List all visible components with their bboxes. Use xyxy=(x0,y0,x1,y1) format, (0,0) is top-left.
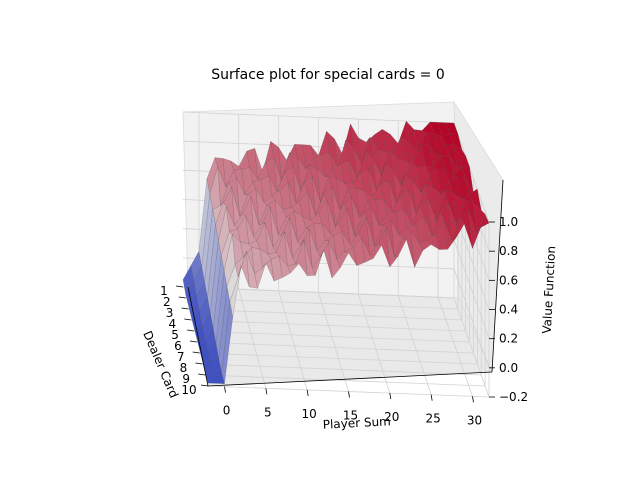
z-axis-label: Value Function xyxy=(540,246,559,334)
y-tick-label: 9 xyxy=(182,372,190,386)
x-tick-label: 10 xyxy=(302,407,317,421)
z-tick-label: 0.4 xyxy=(499,303,518,317)
z-tick-label: 0.6 xyxy=(499,273,518,287)
y-tick-label: 7 xyxy=(177,350,185,364)
y-tick-label: 5 xyxy=(171,328,179,342)
z-tick-label: −0.2 xyxy=(499,390,528,404)
x-tick-label: 0 xyxy=(223,404,231,418)
y-tick-label: 6 xyxy=(174,339,182,353)
x-tick-label: 30 xyxy=(467,413,482,427)
z-tick-label: 1.0 xyxy=(499,215,518,229)
y-tick-label: 2 xyxy=(163,295,171,309)
z-tick-label: 0.2 xyxy=(499,332,518,346)
axes-lines xyxy=(187,179,504,387)
z-tick-label: 0.8 xyxy=(499,244,518,258)
y-tick-label: 10 xyxy=(181,383,196,397)
y-tick-label: 1 xyxy=(160,284,168,298)
z-tick-label: 0.0 xyxy=(499,361,518,375)
x-tick-label: 20 xyxy=(384,410,399,424)
x-tick-label: 5 xyxy=(264,405,272,419)
x-axis-label: Player Sum xyxy=(322,414,391,432)
x-tick-label: 25 xyxy=(426,412,441,426)
chart-title: Surface plot for special cards = 0 xyxy=(211,67,445,83)
y-tick-label: 4 xyxy=(169,317,177,331)
x-tick-label: 15 xyxy=(343,409,358,423)
y-tick-label: 8 xyxy=(180,361,188,375)
value-surface xyxy=(182,120,490,384)
y-tick-label: 3 xyxy=(166,306,174,320)
